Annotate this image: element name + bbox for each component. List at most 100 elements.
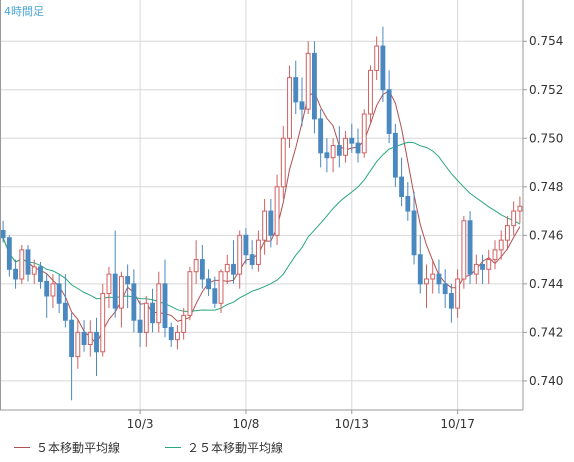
- candle-up: [374, 45, 380, 71]
- legend-label-sma5: ５本移動平均線: [36, 441, 121, 455]
- candle-down: [417, 254, 423, 285]
- candle-up: [156, 283, 162, 324]
- candle-down: [355, 142, 361, 154]
- candle-down: [324, 152, 330, 159]
- candle-up: [87, 331, 93, 345]
- candle-up: [19, 249, 25, 280]
- candle-up: [237, 234, 243, 275]
- y-tick-label: 0.746: [529, 228, 563, 242]
- candle-down: [38, 266, 43, 282]
- candle-down: [44, 280, 50, 297]
- candle-down: [311, 52, 317, 120]
- candle-up: [187, 271, 193, 316]
- candle-up: [118, 276, 124, 309]
- candle-down: [299, 101, 305, 110]
- candle-up: [262, 210, 268, 241]
- candle-up: [106, 273, 112, 295]
- candle-down: [392, 132, 398, 178]
- y-tick-label: 0.754: [529, 34, 563, 48]
- candle-down: [448, 293, 454, 309]
- candle-down: [467, 220, 473, 275]
- candle-up: [100, 293, 106, 353]
- legend-swatch-sma25: [165, 447, 181, 448]
- candle-up: [143, 302, 149, 333]
- candle-up: [280, 137, 286, 188]
- legend-label-sma25: ２５本移動平均線: [187, 441, 284, 455]
- candle-up: [274, 186, 280, 236]
- y-tick-label: 0.742: [529, 325, 563, 339]
- candle-up: [218, 271, 224, 304]
- candle-down: [199, 259, 205, 280]
- x-tick-label: 10/3: [127, 417, 154, 431]
- candle-up: [517, 205, 523, 212]
- candle-down: [399, 176, 405, 198]
- y-tick-label: 0.750: [529, 131, 563, 145]
- candle-up: [75, 331, 81, 358]
- candle-down: [442, 283, 448, 295]
- legend-item-sma25: ２５本移動平均線: [165, 439, 283, 456]
- candle-up: [31, 266, 37, 275]
- timeframe-label: 4時間足: [4, 5, 44, 18]
- candle-down: [112, 273, 118, 309]
- candle-down: [162, 283, 168, 329]
- y-tick-label: 0.748: [529, 180, 563, 194]
- candle-up: [255, 239, 261, 265]
- candle-up: [368, 69, 373, 115]
- x-tick-label: 10/17: [440, 417, 475, 431]
- candle-down: [69, 319, 75, 358]
- x-tick-label: 10/13: [334, 417, 369, 431]
- candle-up: [330, 145, 336, 159]
- y-tick-label: 0.744: [529, 277, 563, 291]
- candle-down: [94, 331, 99, 353]
- candle-down: [56, 283, 62, 304]
- candle-down: [137, 319, 143, 333]
- candle-up: [498, 239, 504, 251]
- candle-up: [175, 331, 180, 341]
- candle-down: [125, 276, 131, 285]
- candle-up: [455, 278, 461, 309]
- candle-down: [62, 302, 68, 321]
- candle-down: [81, 331, 87, 345]
- candle-up: [224, 263, 230, 273]
- candle-down: [131, 283, 137, 321]
- candle-up: [473, 263, 479, 275]
- candle-down: [380, 45, 386, 91]
- ma-line-sma25: [2, 141, 521, 313]
- candle-down: [206, 278, 212, 290]
- candle-down: [231, 263, 236, 275]
- candle-up: [511, 210, 517, 227]
- candle-down: [249, 254, 255, 265]
- candle-down: [150, 302, 155, 324]
- candle-up: [461, 220, 467, 280]
- candle-down: [168, 327, 174, 341]
- candle-up: [430, 273, 436, 280]
- candle-down: [436, 273, 442, 285]
- x-tick-label: 10/8: [232, 417, 259, 431]
- candle-up: [424, 278, 429, 285]
- legend-item-sma5: ５本移動平均線: [14, 439, 120, 456]
- candle-up: [486, 259, 492, 270]
- candle-down: [0, 229, 6, 239]
- candle-up: [181, 314, 187, 333]
- candle-down: [293, 77, 299, 103]
- candle-up: [287, 77, 292, 139]
- candle-down: [318, 118, 324, 154]
- y-tick-label: 0.752: [529, 83, 563, 97]
- candle-down: [6, 237, 12, 270]
- candle-down: [25, 249, 31, 275]
- candle-up: [305, 52, 311, 110]
- candle-up: [492, 249, 498, 261]
- candle-down: [480, 263, 485, 270]
- candle-up: [505, 225, 510, 241]
- candle-down: [243, 234, 249, 256]
- candle-down: [405, 196, 411, 212]
- candle-down: [212, 288, 218, 304]
- candle-up: [343, 137, 348, 156]
- candle-down: [411, 210, 417, 256]
- y-tick-label: 0.740: [529, 374, 563, 388]
- legend-swatch-sma5: [14, 447, 30, 448]
- candle-down: [336, 145, 342, 156]
- candle-up: [193, 259, 199, 273]
